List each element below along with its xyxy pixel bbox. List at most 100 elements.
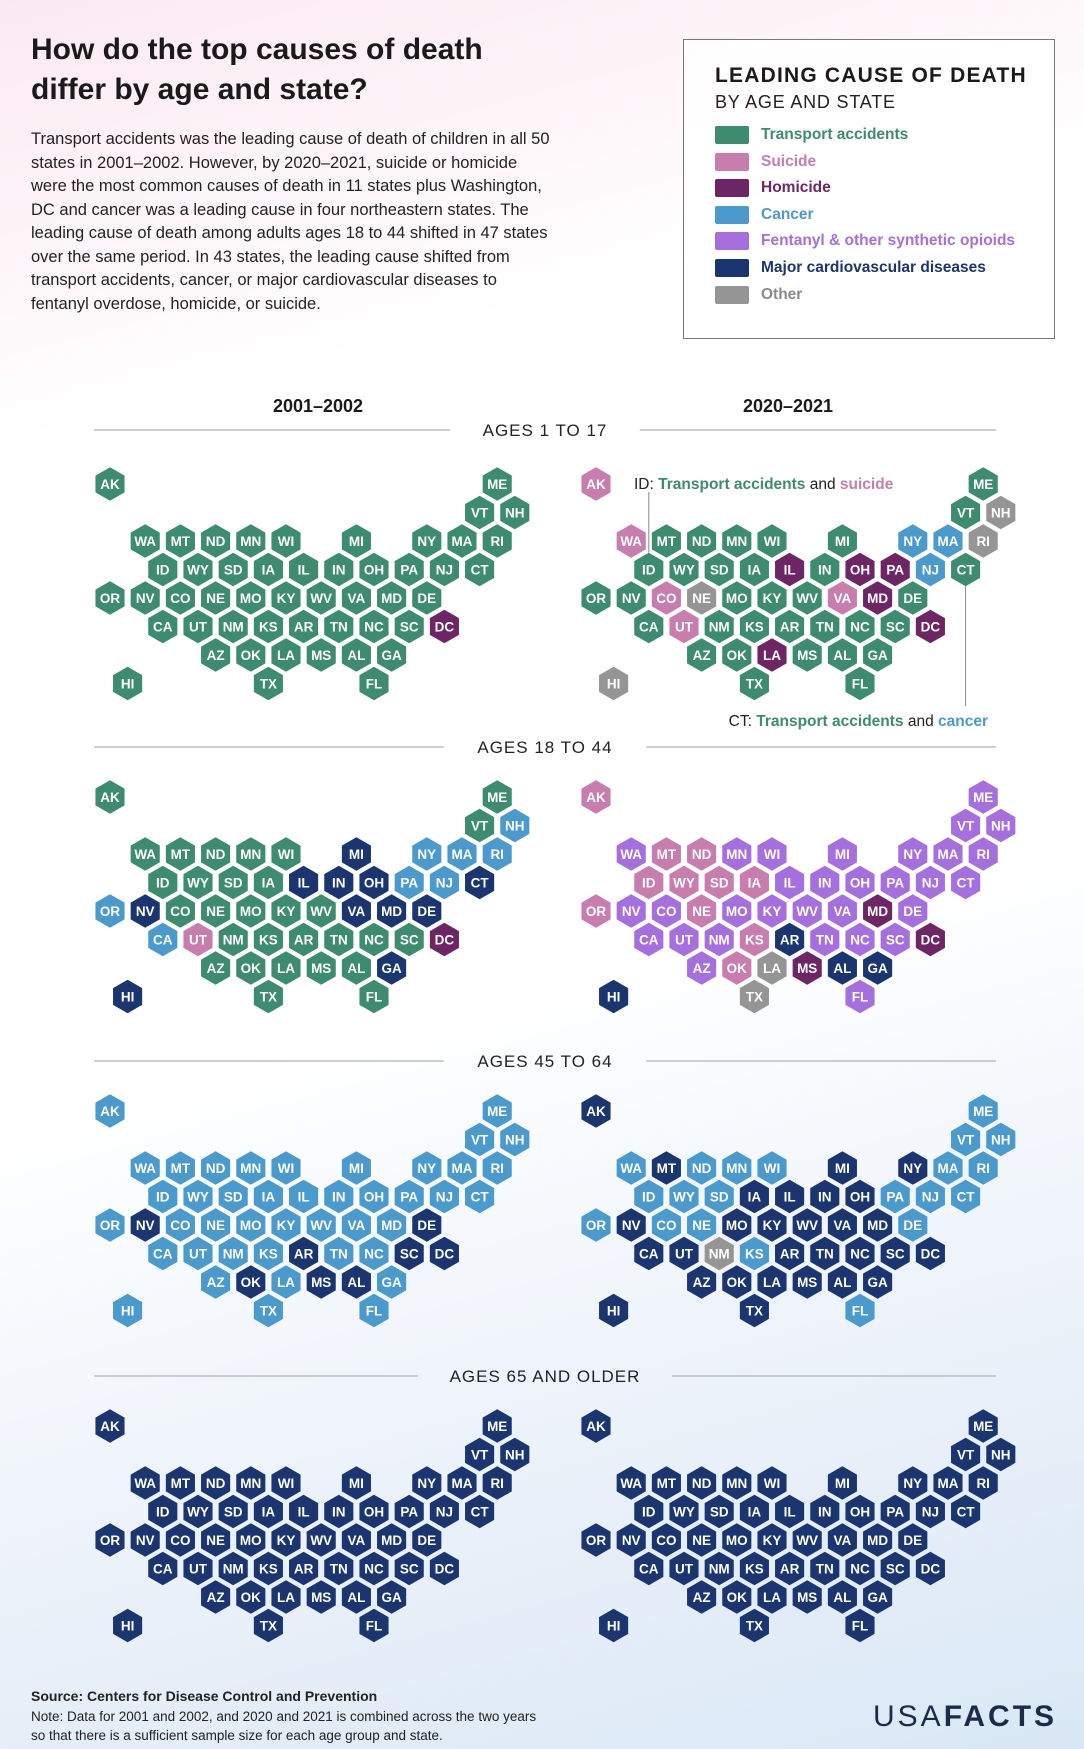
state-label: TX <box>260 1619 277 1634</box>
hex-shape <box>429 865 459 900</box>
state-label: NJ <box>922 876 939 891</box>
state-hex-nm: NM <box>218 922 248 957</box>
hex-shape <box>757 951 787 985</box>
state-hex-wa: WA <box>130 524 160 558</box>
state-hex-nm: NM <box>218 1236 248 1271</box>
state-label: OK <box>241 1590 262 1605</box>
state-hex-nj: NJ <box>429 1494 459 1529</box>
state-hex-md: MD <box>863 1523 893 1557</box>
state-label: LA <box>763 1590 781 1605</box>
legend-label: Other <box>761 285 803 303</box>
state-hex-ny: NY <box>898 1466 928 1500</box>
state-label: VT <box>471 506 489 521</box>
state-hex-nc: NC <box>359 922 389 957</box>
state-label: IL <box>298 876 310 891</box>
state-hex-ca: CA <box>148 922 178 957</box>
state-label: GA <box>867 1275 888 1290</box>
state-label: DC <box>921 933 941 948</box>
state-label: KS <box>745 1562 764 1577</box>
hex-shape <box>130 1523 160 1557</box>
state-hex-dc: DC <box>915 609 945 644</box>
hex-shape <box>465 865 495 900</box>
state-hex-nh: NH <box>986 808 1016 843</box>
state-label: AL <box>347 648 365 663</box>
state-label: NV <box>136 591 155 606</box>
state-label: MT <box>171 847 191 862</box>
hex-shape <box>880 865 910 900</box>
hex-shape <box>201 1208 231 1242</box>
state-label: MS <box>311 1590 331 1605</box>
state-hex-wy: WY <box>669 1179 699 1214</box>
state-label: TX <box>746 990 763 1005</box>
hex-shape <box>429 552 459 587</box>
hex-shape <box>634 609 664 644</box>
state-hex-ks: KS <box>739 922 769 957</box>
state-hex-la: LA <box>757 1265 787 1299</box>
state-hex-de: DE <box>898 581 928 615</box>
state-hex-ks: KS <box>253 1236 283 1271</box>
state-hex-or: OR <box>581 581 611 615</box>
hex-shape <box>289 922 319 957</box>
state-label: IL <box>784 876 796 891</box>
state-label: ND <box>692 1161 712 1176</box>
state-hex-ca: CA <box>634 922 664 957</box>
state-hex-ut: UT <box>669 1236 699 1271</box>
state-hex-mn: MN <box>722 1151 752 1185</box>
hex-shape <box>880 1551 910 1586</box>
hex-shape <box>757 837 787 871</box>
hex-shape <box>201 1580 231 1614</box>
state-label: ME <box>973 1419 993 1434</box>
hex-shape <box>253 979 283 1014</box>
state-hex-ok: OK <box>236 1580 266 1614</box>
state-label: ND <box>206 1161 226 1176</box>
state-hex-wa: WA <box>616 1466 646 1500</box>
hex-shape <box>377 1580 407 1614</box>
hex-shape <box>722 894 752 928</box>
hex-shape <box>165 837 195 871</box>
hex-shape <box>827 524 857 558</box>
state-hex-sd: SD <box>704 1494 734 1529</box>
hex-shape <box>880 1179 910 1214</box>
state-label: LA <box>277 648 295 663</box>
hex-shape <box>863 951 893 985</box>
state-hex-il: IL <box>775 1179 805 1214</box>
state-label: WV <box>310 904 332 919</box>
state-label: MN <box>726 1161 747 1176</box>
state-label: CA <box>639 933 659 948</box>
state-hex-id: ID <box>634 552 664 587</box>
state-label: RI <box>490 847 504 862</box>
age-group-label: AGES 1 TO 17 <box>483 421 608 440</box>
hex-shape <box>447 524 477 558</box>
state-label: NY <box>903 1476 922 1491</box>
state-hex-mn: MN <box>722 837 752 871</box>
state-label: WA <box>620 1161 642 1176</box>
state-label: PA <box>400 563 418 578</box>
state-label: PA <box>886 563 904 578</box>
state-label: AR <box>780 620 800 635</box>
state-hex-ia: IA <box>253 865 283 900</box>
state-hex-co: CO <box>651 1523 681 1557</box>
state-hex-tn: TN <box>810 1551 840 1586</box>
hex-shape <box>253 1551 283 1586</box>
state-label: ME <box>973 790 993 805</box>
hex-shape <box>201 524 231 558</box>
state-hex-ut: UT <box>183 1236 213 1271</box>
state-hex-in: IN <box>810 1494 840 1529</box>
state-hex-wy: WY <box>183 1494 213 1529</box>
state-label: UT <box>675 620 694 635</box>
hex-shape <box>898 1523 928 1557</box>
state-hex-co: CO <box>651 1208 681 1242</box>
hex-shape <box>271 1208 301 1242</box>
state-hex-ia: IA <box>739 865 769 900</box>
state-label: CT <box>957 563 976 578</box>
state-label: KY <box>763 1218 782 1233</box>
state-label: VA <box>834 1533 852 1548</box>
state-hex-sd: SD <box>218 865 248 900</box>
hex-shape <box>651 581 681 615</box>
hex-shape <box>810 1551 840 1586</box>
hex-shape <box>130 1151 160 1185</box>
state-hex-ak: AK <box>581 467 611 501</box>
state-label: LA <box>763 1275 781 1290</box>
state-label: NV <box>622 904 641 919</box>
hex-shape <box>616 1208 646 1242</box>
